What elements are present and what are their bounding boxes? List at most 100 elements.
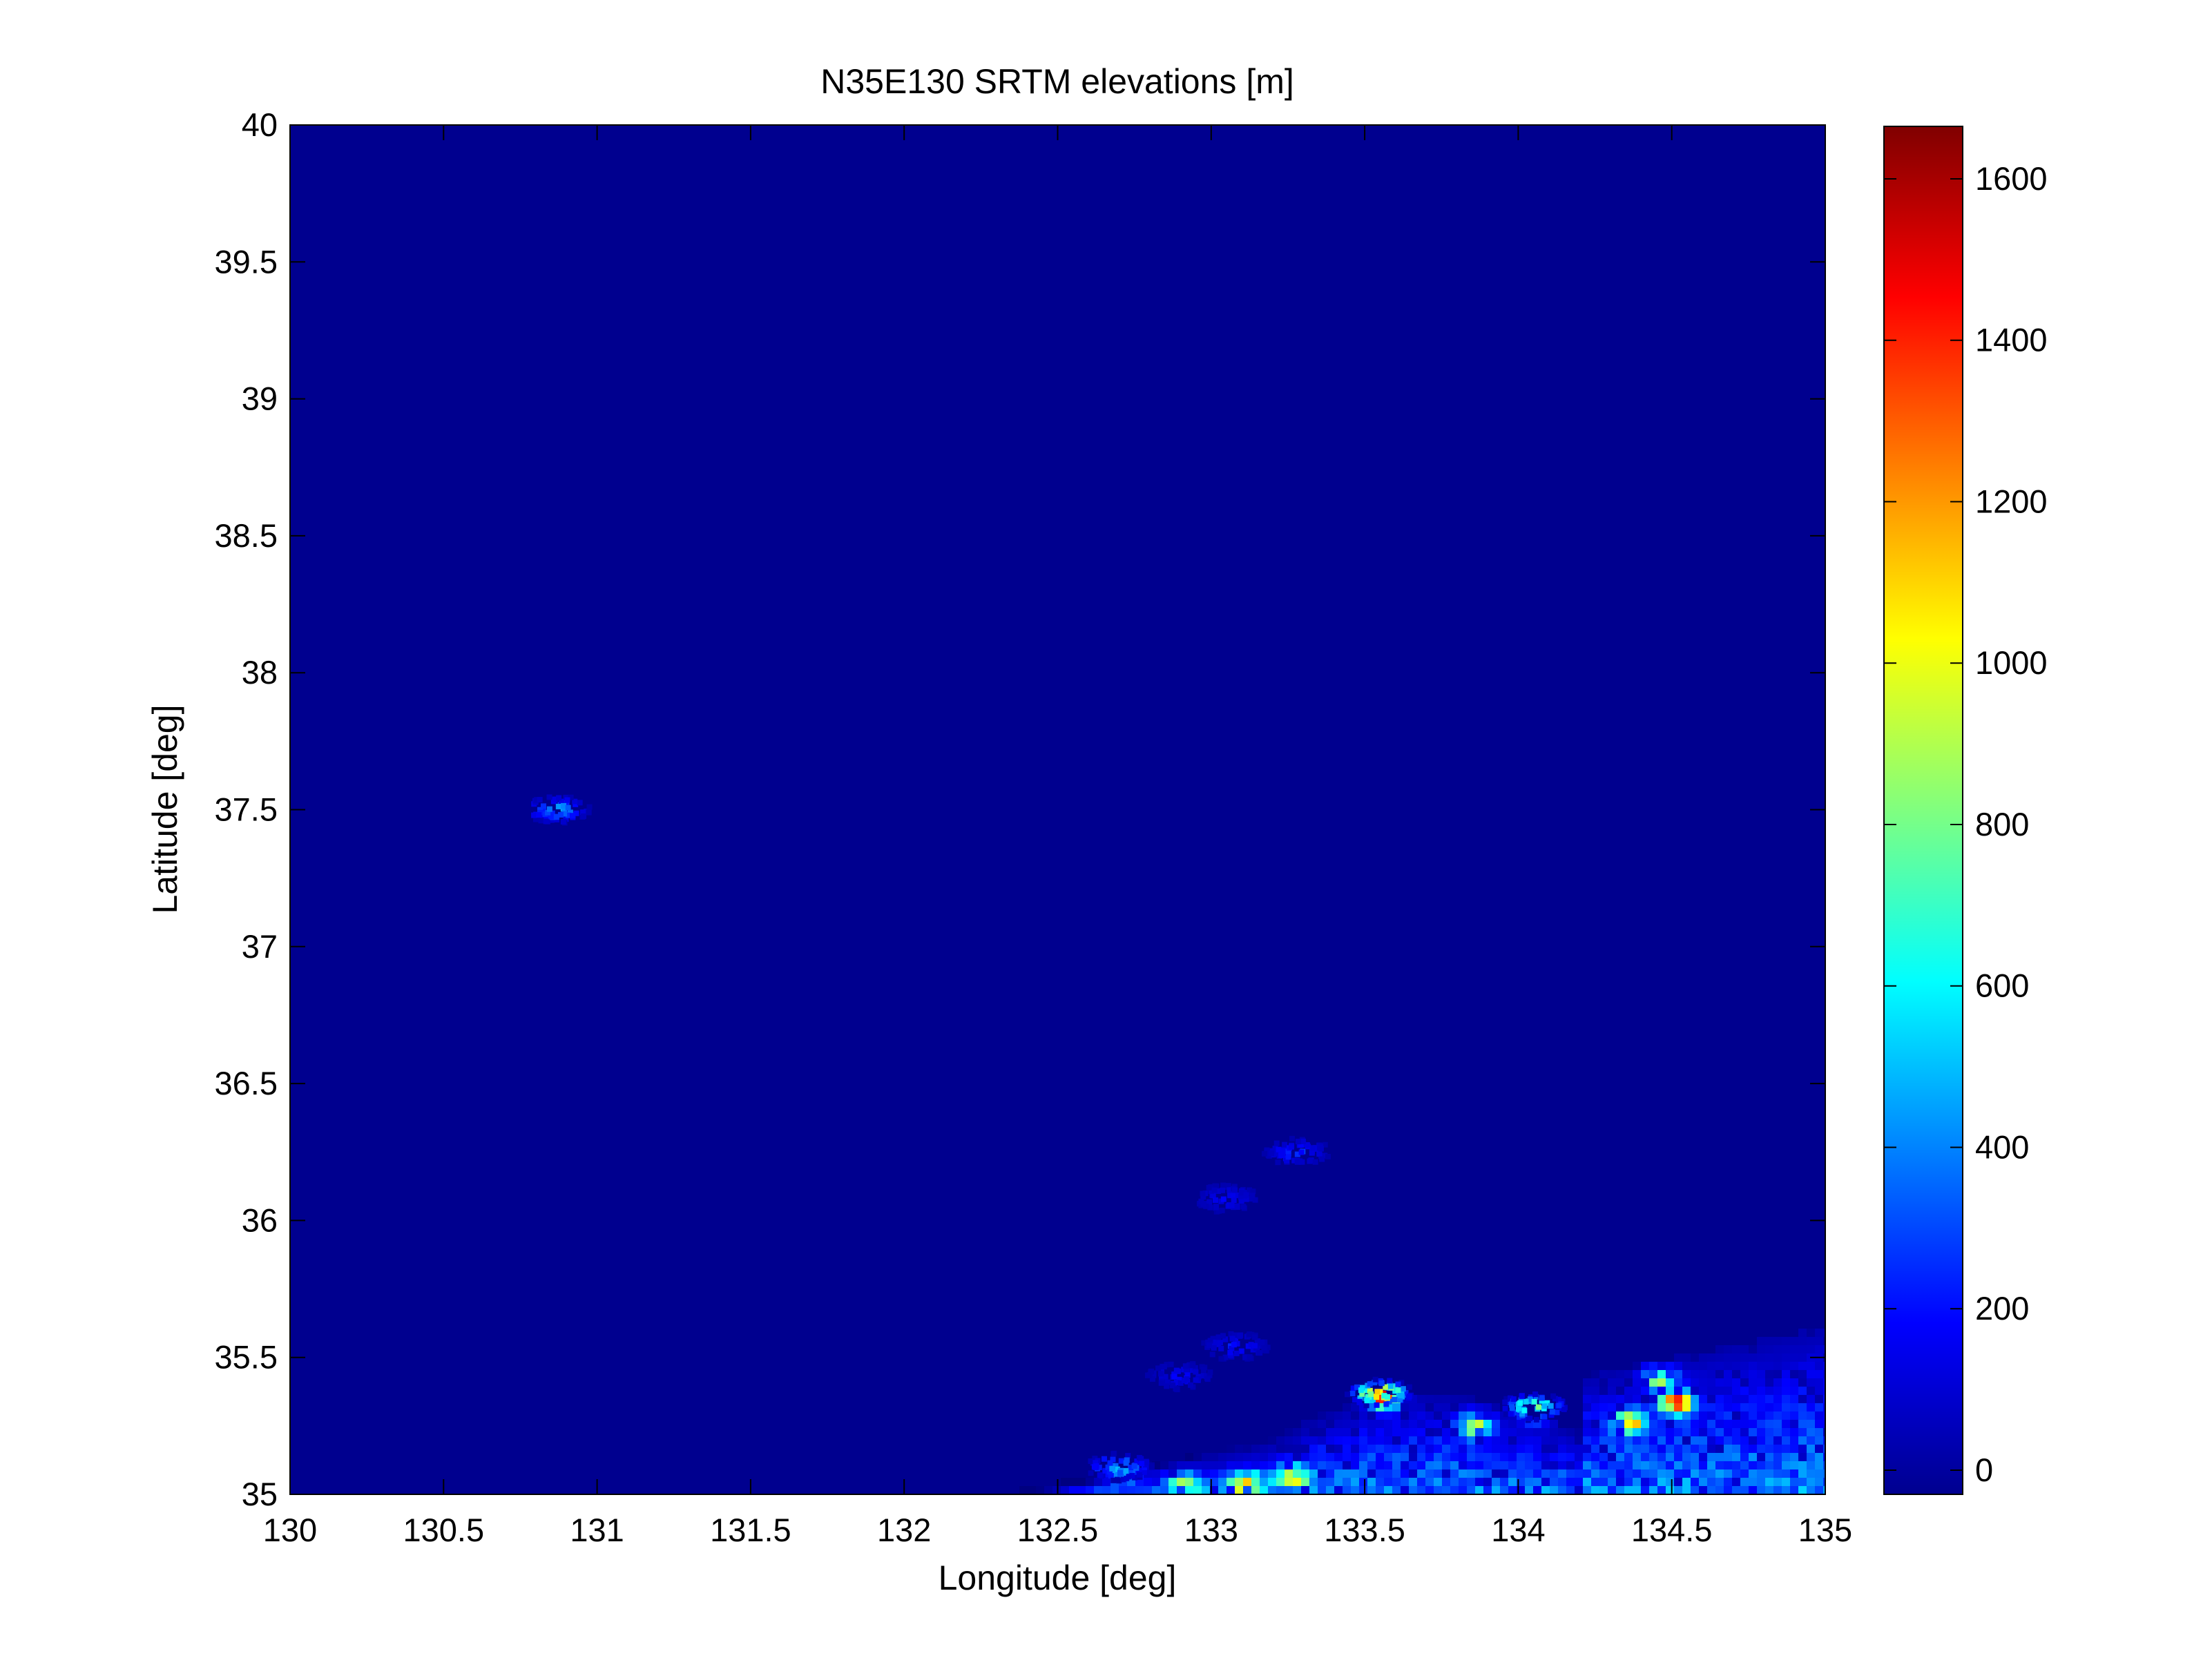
terrain-cell <box>1168 1461 1177 1469</box>
island-cell <box>1168 1361 1174 1367</box>
terrain-cell <box>1666 1486 1674 1494</box>
island-cell <box>1517 1400 1523 1406</box>
terrain-cell <box>1583 1395 1591 1403</box>
terrain-cell <box>1566 1445 1575 1453</box>
terrain-cell <box>1707 1395 1715 1403</box>
terrain-cell <box>1757 1436 1765 1445</box>
island-cell <box>1502 1399 1508 1405</box>
terrain-cell <box>1691 1370 1699 1378</box>
terrain-cell <box>1326 1428 1334 1436</box>
island-cell <box>1304 1142 1310 1148</box>
terrain-cell <box>1773 1345 1782 1353</box>
terrain-cell <box>1691 1411 1699 1420</box>
terrain-cell <box>1467 1403 1475 1411</box>
island-cell <box>573 801 579 807</box>
island-cell <box>1372 1376 1378 1382</box>
island-cell <box>1238 1190 1244 1196</box>
terrain-cell <box>1765 1453 1773 1461</box>
terrain-cell <box>1508 1461 1517 1469</box>
terrain-layer <box>531 794 1825 1494</box>
island-cell <box>1234 1204 1240 1210</box>
island-cell <box>1294 1159 1300 1165</box>
island-cell <box>1141 1469 1147 1475</box>
terrain-cell <box>1591 1453 1599 1461</box>
terrain-cell <box>1334 1486 1343 1494</box>
terrain-cell <box>1815 1445 1823 1453</box>
terrain-cell <box>1467 1445 1475 1453</box>
terrain-cell <box>1724 1445 1732 1453</box>
terrain-cell <box>1434 1436 1442 1445</box>
island-cell <box>1145 1372 1151 1378</box>
terrain-cell <box>1202 1453 1210 1461</box>
terrain-cell <box>1417 1428 1425 1436</box>
terrain-cell <box>1318 1420 1326 1428</box>
terrain-cell <box>1210 1469 1218 1478</box>
terrain-cell <box>1293 1453 1301 1461</box>
terrain-cell <box>1641 1428 1649 1436</box>
island-cell <box>1383 1384 1389 1390</box>
terrain-cell <box>1807 1428 1815 1436</box>
island-cell <box>1136 1472 1142 1478</box>
terrain-cell <box>1384 1486 1392 1494</box>
plot-background <box>290 125 1825 1494</box>
terrain-cell <box>1326 1420 1334 1428</box>
terrain-cell <box>1616 1461 1624 1469</box>
terrain-cell <box>1674 1486 1682 1494</box>
terrain-cell <box>1798 1478 1807 1486</box>
terrain-cell <box>1583 1453 1591 1461</box>
terrain-cell <box>1823 1337 1825 1345</box>
island-cell <box>1124 1476 1130 1482</box>
terrain-cell <box>1268 1453 1276 1461</box>
terrain-cell <box>1715 1461 1724 1469</box>
island-cell <box>1228 1331 1234 1337</box>
terrain-cell <box>1392 1445 1401 1453</box>
terrain-cell <box>1268 1469 1276 1478</box>
terrain-cell <box>1583 1445 1591 1453</box>
terrain-cell <box>1641 1453 1649 1461</box>
terrain-cell <box>1807 1411 1815 1420</box>
terrain-cell <box>1044 1486 1052 1494</box>
terrain-cell <box>1185 1453 1193 1461</box>
terrain-cell <box>1193 1486 1202 1494</box>
terrain-cell <box>1773 1353 1782 1362</box>
island-cell <box>1527 1396 1533 1402</box>
terrain-cell <box>1301 1445 1309 1453</box>
island-cell <box>1395 1381 1401 1387</box>
terrain-cell <box>1442 1461 1450 1469</box>
terrain-cell <box>1815 1378 1823 1387</box>
terrain-cell <box>1492 1461 1500 1469</box>
terrain-cell <box>1666 1411 1674 1420</box>
terrain-cell <box>1657 1436 1666 1445</box>
terrain-cell <box>1749 1395 1757 1403</box>
terrain-cell <box>1202 1486 1210 1494</box>
island-cell <box>1184 1376 1190 1382</box>
terrain-cell <box>1740 1436 1749 1445</box>
terrain-cell <box>1807 1486 1815 1494</box>
terrain-cell <box>1409 1436 1417 1445</box>
terrain-cell <box>1227 1453 1235 1461</box>
terrain-cell <box>1359 1453 1367 1461</box>
terrain-cell <box>1740 1345 1749 1353</box>
terrain-cell <box>1691 1395 1699 1403</box>
terrain-cell <box>1177 1486 1185 1494</box>
island-cell <box>1359 1391 1365 1397</box>
island-cell <box>1310 1145 1316 1151</box>
terrain-cell <box>1285 1469 1293 1478</box>
island-cell <box>1294 1151 1300 1157</box>
terrain-cell <box>1168 1478 1177 1486</box>
terrain-cell <box>1483 1436 1492 1445</box>
island-cell <box>1518 1397 1524 1403</box>
terrain-cell <box>1251 1486 1260 1494</box>
terrain-cell <box>1608 1478 1616 1486</box>
terrain-cell <box>1575 1469 1583 1478</box>
terrain-cell <box>1086 1486 1094 1494</box>
island-cell <box>565 812 571 818</box>
island-cell <box>1093 1460 1099 1466</box>
island-cell <box>1171 1373 1177 1380</box>
terrain-cell <box>1691 1378 1699 1387</box>
island-cell <box>1387 1378 1393 1384</box>
terrain-cell <box>1674 1370 1682 1378</box>
terrain-cell <box>1757 1403 1765 1411</box>
island-cell <box>567 809 573 816</box>
terrain-cell <box>1260 1478 1268 1486</box>
